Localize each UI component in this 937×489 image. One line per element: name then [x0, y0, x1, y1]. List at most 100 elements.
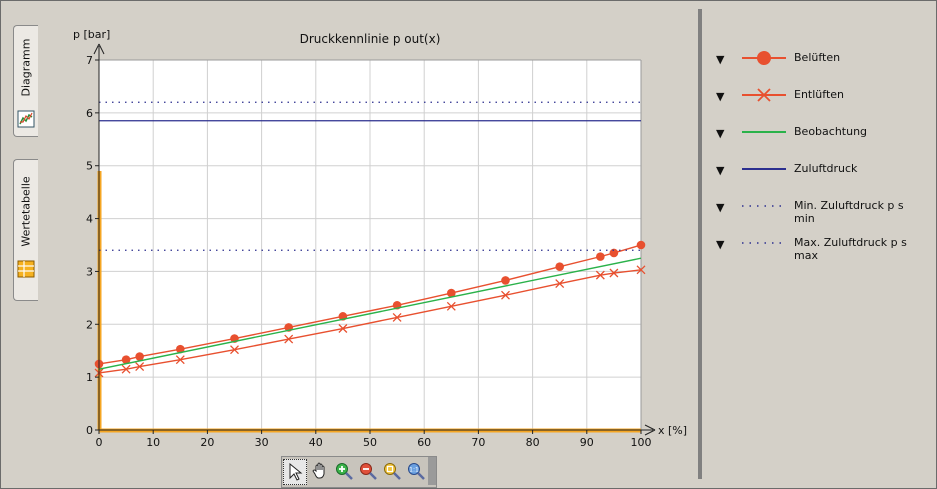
pan-tool-button[interactable]	[309, 459, 331, 483]
chevron-down-icon[interactable]: ▼	[716, 53, 725, 66]
legend-marker	[757, 51, 771, 65]
chevron-down-icon[interactable]: ▼	[716, 90, 725, 103]
y-tick-label: 2	[86, 318, 93, 331]
data-point	[284, 334, 294, 344]
zoom-in-button[interactable]	[333, 459, 355, 483]
tab-diagramm[interactable]: Diagramm	[13, 25, 38, 137]
y-tick-label: 1	[86, 371, 93, 384]
cursor-icon	[289, 463, 303, 481]
data-point	[121, 364, 131, 374]
series-line	[98, 244, 642, 365]
legend-symbol	[742, 242, 786, 244]
y-tick-label: 6	[86, 107, 93, 120]
data-point	[175, 355, 185, 365]
zoom-fit-button[interactable]	[381, 459, 403, 483]
legend-symbol	[742, 51, 786, 65]
data-point	[392, 312, 402, 322]
x-tick-label: 60	[417, 436, 431, 449]
chevron-down-icon[interactable]: ▼	[716, 238, 725, 251]
series-line	[98, 269, 642, 374]
chevron-down-icon[interactable]: ▼	[716, 164, 725, 177]
table-icon	[17, 260, 35, 278]
y-axis-label: p [bar]	[73, 28, 110, 41]
y-tick-label: 3	[86, 265, 93, 278]
legend-label: Beobachtung	[794, 125, 868, 138]
legend-entry[interactable]: ▼ Entlüften	[708, 86, 923, 118]
data-point	[230, 345, 239, 355]
data-point	[501, 276, 510, 285]
legend-label: Min. Zuluftdruck p s min	[794, 199, 904, 225]
tab-wertetabelle[interactable]: Wertetabelle	[13, 159, 38, 301]
legend-entry[interactable]: ▼ Belüften	[708, 49, 923, 81]
view-tabstrip: Diagramm Wertetabelle	[9, 9, 39, 309]
x-tick-label: 100	[631, 436, 652, 449]
legend-symbol	[742, 168, 786, 170]
data-point	[609, 248, 619, 258]
x-tick-label: 20	[200, 436, 214, 449]
panel-splitter[interactable]	[698, 9, 702, 479]
pressure-chart[interactable]: 0 10 20 30 40 50 60 70 80 90 100 0 1 2 3 4 5 6 7 Druckkennl…	[39, 9, 695, 465]
data-point	[636, 265, 646, 275]
data-point	[135, 362, 145, 372]
chart-icon	[17, 110, 35, 128]
y-tick-label: 4	[86, 213, 93, 226]
chart-area: 0 10 20 30 40 50 60 70 80 90 100 0 1 2 3 4 5 6 7 Druckkennl…	[39, 9, 695, 465]
x-tick-label: 70	[471, 436, 485, 449]
x-tick-label: 30	[255, 436, 269, 449]
data-point	[555, 279, 565, 289]
zoom-1to1-icon: 1:1	[408, 463, 425, 480]
chevron-down-icon[interactable]: ▼	[716, 127, 725, 140]
x-tick-label: 90	[580, 436, 594, 449]
y-axis-arrow	[93, 43, 105, 55]
data-point	[176, 344, 185, 354]
series-2	[98, 257, 642, 370]
series-1	[94, 265, 646, 378]
data-point	[135, 352, 144, 361]
chart-title: Druckkennlinie p out(x)	[300, 32, 441, 46]
chart-toolbar: 1:1	[281, 456, 437, 488]
legend-entry[interactable]: ▼ Beobachtung	[708, 123, 923, 155]
data-point	[338, 324, 348, 333]
data-point	[609, 268, 619, 278]
legend-label: Entlüften	[794, 88, 844, 101]
x-tick-label: 40	[309, 436, 323, 449]
chevron-down-icon[interactable]: ▼	[716, 201, 725, 214]
data-point	[447, 288, 456, 298]
x-tick-label: 80	[526, 436, 540, 449]
legend-entry[interactable]: ▼ Min. Zuluftdruck p s min	[708, 197, 923, 229]
data-point	[446, 301, 456, 311]
zoom-out-button[interactable]	[357, 459, 379, 483]
zoom-out-icon	[360, 463, 377, 480]
hand-icon	[312, 462, 325, 479]
svg-text:1:1: 1:1	[409, 467, 419, 474]
y-tick-label: 7	[86, 54, 93, 67]
legend-marker	[757, 88, 771, 102]
select-tool-button[interactable]	[283, 459, 307, 485]
x-tick-label: 10	[146, 436, 160, 449]
legend-symbol	[742, 131, 786, 133]
data-point	[121, 355, 131, 365]
data-point	[555, 262, 564, 271]
series-line	[98, 257, 642, 370]
legend-entry[interactable]: ▼ Max. Zuluftdruck p s max	[708, 234, 923, 266]
x-axis-arrow	[644, 424, 656, 436]
legend-entry[interactable]: ▼ Zuluftdruck	[708, 160, 923, 192]
legend-label: Belüften	[794, 51, 841, 64]
legend-label: Max. Zuluftdruck p s max	[794, 236, 907, 262]
tab-wertetabelle-label: Wertetabelle	[19, 175, 33, 247]
legend-symbol	[742, 205, 786, 207]
tab-diagramm-label: Diagramm	[19, 38, 33, 96]
legend-label: Zuluftdruck	[794, 162, 858, 175]
x-tick-label: 50	[363, 436, 377, 449]
data-point	[501, 290, 510, 300]
data-point	[636, 240, 646, 250]
zoom-in-icon	[336, 463, 353, 480]
data-point	[596, 252, 605, 261]
legend-symbol	[742, 88, 786, 102]
zoom-fit-icon	[384, 463, 401, 480]
y-tick-label: 5	[86, 160, 93, 173]
toolbar-grip[interactable]	[428, 457, 436, 485]
x-tick-label: 0	[96, 436, 103, 449]
zoom-1to1-button[interactable]: 1:1	[405, 459, 427, 483]
